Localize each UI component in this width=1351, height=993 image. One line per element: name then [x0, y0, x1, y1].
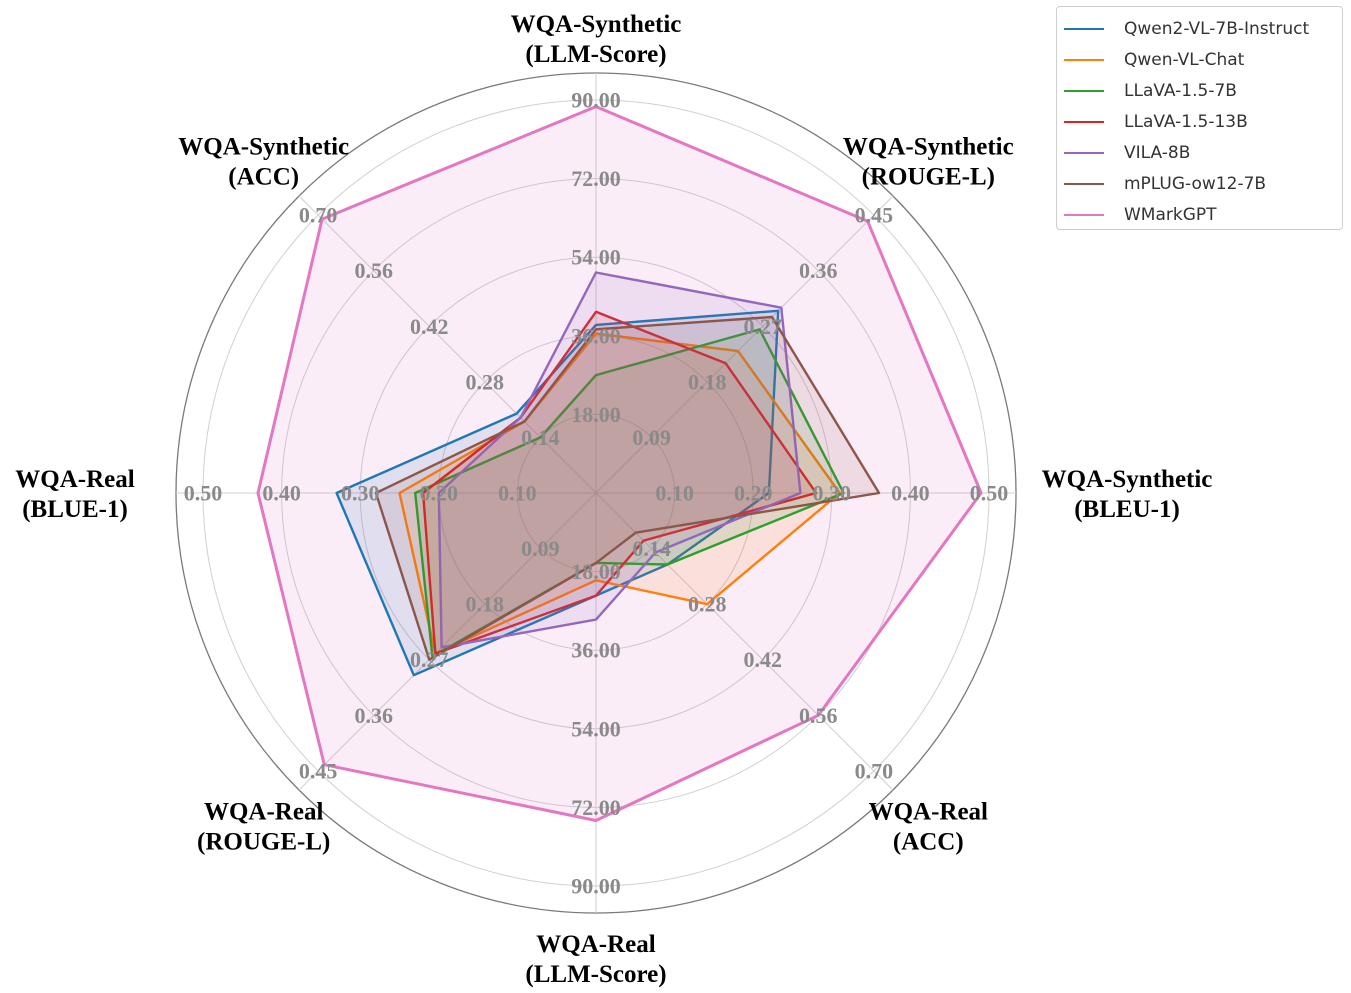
legend-label: WMarkGPT	[1124, 204, 1217, 225]
tick-label: 18.00	[571, 402, 621, 427]
legend-item: LLaVA-1.5-13B	[1057, 106, 1342, 137]
tick-label: 0.40	[262, 481, 301, 506]
tick-label: 0.09	[632, 425, 671, 450]
axis-label: WQA-Synthetic (ROUGE-L)	[843, 134, 1014, 191]
legend-label: LLaVA-1.5-13B	[1124, 111, 1248, 132]
series-mplug-ow12-7b	[374, 315, 881, 661]
tick-label: 0.14	[632, 536, 671, 561]
tick-label: 0.18	[466, 592, 505, 617]
legend-item: Qwen-VL-Chat	[1057, 44, 1342, 75]
axis-label: WQA-Synthetic (BLEU-1)	[1042, 466, 1213, 523]
tick-label: 0.27	[743, 314, 782, 339]
legend-label: mPLUG-ow12-7B	[1124, 173, 1267, 194]
legend-item: LLaVA-1.5-7B	[1057, 75, 1342, 106]
tick-label: 90.00	[571, 874, 621, 899]
axis-label: WQA-Real (ROUGE-L)	[197, 798, 330, 855]
tick-label: 54.00	[571, 245, 621, 270]
tick-label: 0.09	[521, 536, 560, 561]
tick-label: 36.00	[571, 638, 621, 663]
tick-label: 0.36	[799, 258, 838, 283]
tick-label: 0.70	[299, 203, 338, 228]
series-vila-8b	[437, 271, 802, 649]
tick-label: 72.00	[571, 795, 621, 820]
tick-label: 0.18	[688, 369, 727, 394]
series-wmarkgpt	[256, 105, 983, 822]
tick-label: 0.42	[743, 647, 782, 672]
axis-label: WQA-Synthetic (ACC)	[178, 134, 349, 191]
tick-label: 0.45	[855, 203, 894, 228]
tick-label: 0.50	[970, 481, 1009, 506]
axis-spoke	[595, 195, 894, 494]
tick-label: 0.70	[855, 758, 894, 783]
axis-label: WQA-Real (LLM-Score)	[525, 931, 666, 988]
tick-label: 0.14	[521, 425, 560, 450]
legend-swatch	[1064, 27, 1104, 30]
tick-label: 0.27	[410, 647, 449, 672]
tick-label: 0.28	[466, 369, 505, 394]
tick-label: 90.00	[571, 88, 621, 113]
tick-label: 72.00	[571, 166, 621, 191]
legend-swatch	[1064, 213, 1104, 216]
tick-label: 0.45	[299, 758, 338, 783]
tick-label: 0.42	[410, 314, 449, 339]
tick-label: 0.36	[354, 703, 393, 728]
axis-spoke	[298, 195, 597, 494]
tick-label: 0.28	[688, 592, 727, 617]
tick-label: 54.00	[571, 716, 621, 741]
tick-label: 0.30	[813, 481, 852, 506]
radar-grid	[175, 72, 1017, 914]
tick-label: 0.56	[354, 258, 393, 283]
legend-label: LLaVA-1.5-7B	[1124, 80, 1237, 101]
tick-label: 18.00	[571, 559, 621, 584]
axis-labels: WQA-Synthetic (LLM-Score) WQA-Synthetic (RO…	[15, 11, 1212, 988]
legend-item: VILA-8B	[1057, 137, 1342, 168]
tick-labels: 18.00 36.00 54.00 72.00 90.00 0.09 0.18 0.27 0.3…	[184, 88, 1009, 899]
legend-item: WMarkGPT	[1057, 199, 1342, 230]
legend-swatch	[1064, 120, 1104, 123]
legend-label: Qwen2-VL-7B-Instruct	[1124, 18, 1310, 39]
legend-label: VILA-8B	[1124, 142, 1191, 163]
tick-label: 36.00	[571, 323, 621, 348]
series-llava-1-5-13b	[421, 310, 818, 655]
axis-spoke	[595, 492, 894, 791]
axis-spoke	[298, 492, 597, 791]
legend-item: Qwen2-VL-7B-Instruct	[1057, 13, 1342, 44]
tick-label: 0.50	[184, 481, 223, 506]
tick-label: 0.40	[891, 481, 930, 506]
tick-label: 0.56	[799, 703, 838, 728]
tick-label: 0.30	[341, 481, 380, 506]
legend-swatch	[1064, 89, 1104, 92]
series-layer	[256, 105, 983, 822]
legend-swatch	[1064, 151, 1104, 154]
legend: Qwen2-VL-7B-Instruct Qwen-VL-Chat LLaVA-…	[1056, 6, 1343, 230]
tick-label: 0.10	[655, 481, 694, 506]
axis-label: WQA-Synthetic (LLM-Score)	[511, 11, 682, 68]
legend-label: Qwen-VL-Chat	[1124, 49, 1245, 70]
tick-label: 0.20	[734, 481, 773, 506]
legend-swatch	[1064, 58, 1104, 61]
axis-label: WQA-Real (ACC)	[869, 798, 988, 855]
tick-label: 0.20	[420, 481, 459, 506]
legend-swatch	[1064, 182, 1104, 185]
legend-item: mPLUG-ow12-7B	[1057, 168, 1342, 199]
axis-label: WQA-Real (BLUE-1)	[15, 466, 134, 523]
tick-label: 0.10	[498, 481, 537, 506]
